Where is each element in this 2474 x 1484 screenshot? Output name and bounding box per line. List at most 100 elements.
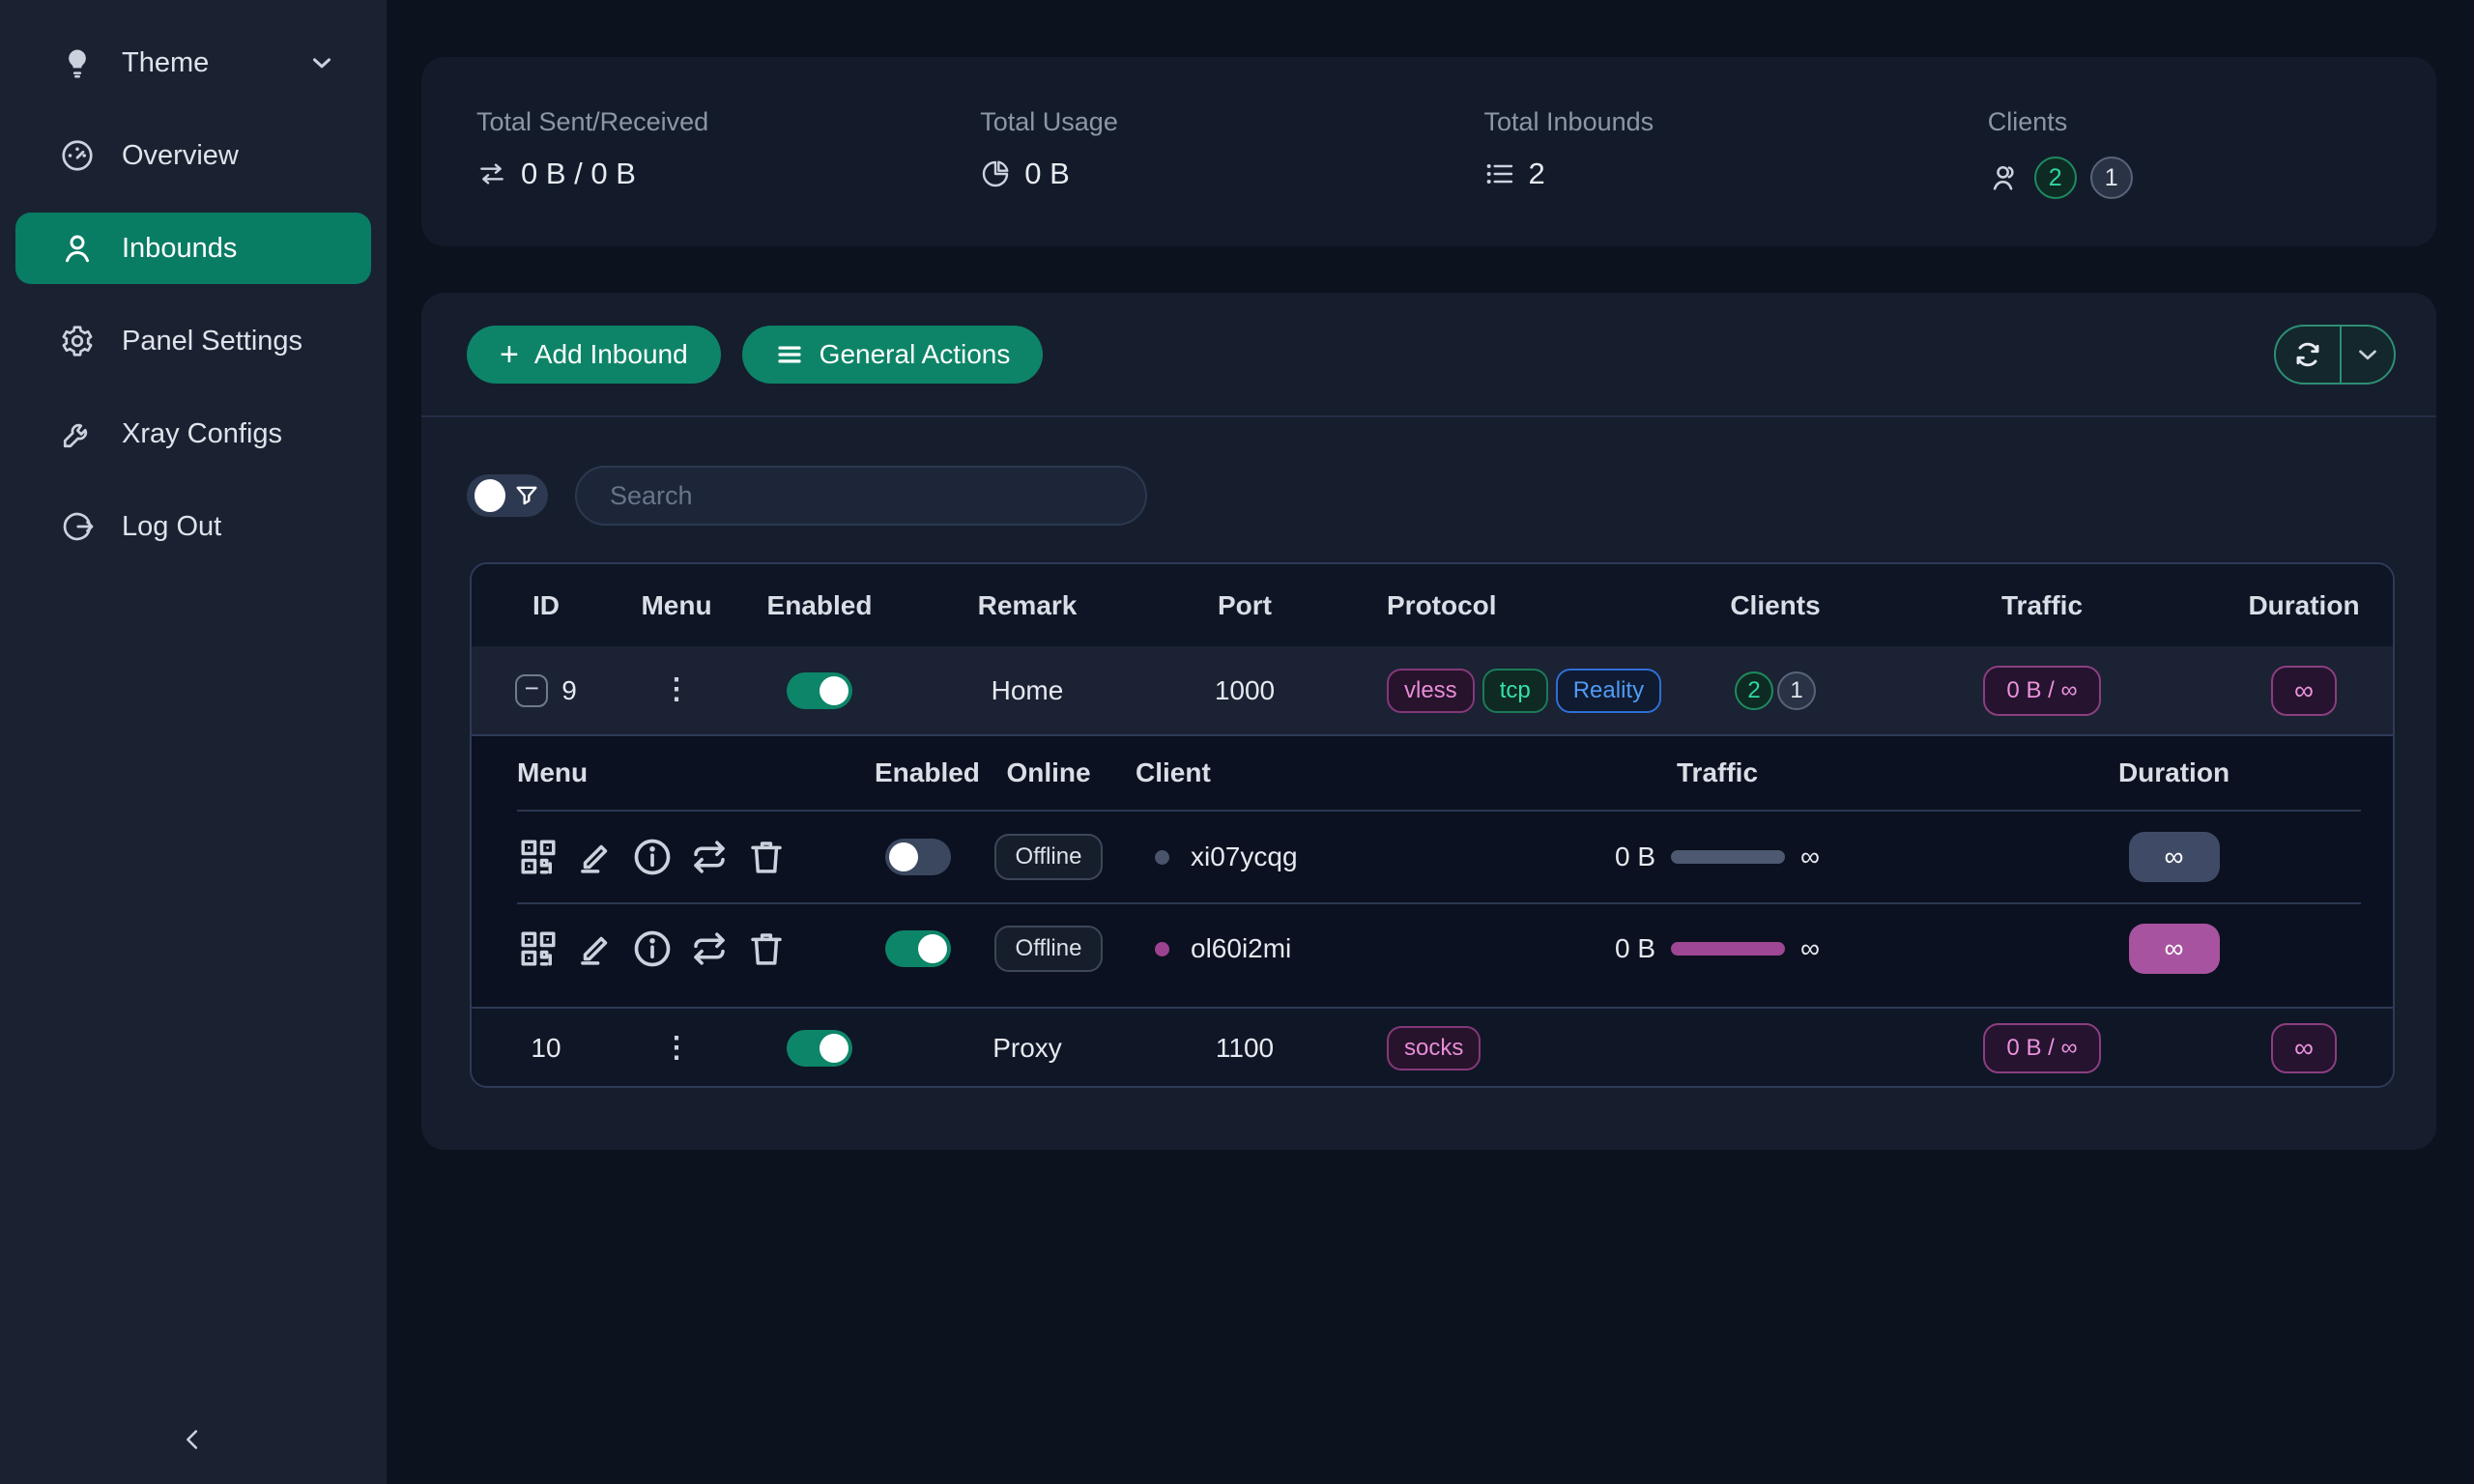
protocol-badge-tcp: tcp [1482,668,1548,713]
refresh-dropdown-button[interactable] [2342,327,2394,383]
sidebar-item-label: Theme [122,46,210,78]
plus-icon: + [500,335,519,373]
logout-icon [58,507,97,546]
stat-clients: Clients 2 1 [1933,107,2436,246]
delete-button[interactable] [745,928,788,970]
col-header-remark: Remark [977,589,1078,620]
client-status-dot [1155,849,1169,865]
protocol-badge-vless: vless [1387,668,1475,713]
qr-code-button[interactable] [517,836,560,878]
protocol-badge-reality: Reality [1555,668,1662,713]
delete-button[interactable] [745,836,788,878]
client-row: Offline xi07ycqg 0 B ∞ ∞ [517,812,2361,902]
collapse-row-button[interactable]: − [515,673,549,707]
list-icon [1486,164,1512,184]
edit-icon[interactable] [574,928,617,970]
qr-code-button[interactable] [517,928,560,970]
col-header-port: Port [1218,589,1272,620]
clients-subtable: Menu Enabled Online Client Traffic Durat… [472,736,2393,1007]
refresh-button[interactable] [2276,326,2342,383]
row-menu-button[interactable]: ⋮ [662,673,691,706]
filter-toggle[interactable] [467,474,548,517]
search-row [421,417,2436,526]
sidebar-item-label: Panel Settings [122,325,303,357]
row-duration-pill: ∞ [2271,1023,2337,1073]
user-icon [58,229,97,268]
sidebar-item-xray-configs[interactable]: Xray Configs [15,398,371,470]
subtable-header: Menu Enabled Online Client Traffic Durat… [517,736,2361,812]
sidebar-item-label: Xray Configs [122,417,283,449]
col-header-duration: Duration [2248,589,2360,620]
client-traffic-used: 0 B [1615,842,1656,871]
info-button[interactable] [631,836,674,878]
table-row: − 9 ⋮ Home 1000 vless tcp Reality 2 1 [472,646,2393,736]
stat-total-usage: Total Usage 0 B [925,107,1428,246]
stat-value: 0 B [1024,157,1070,190]
col-header-traffic: Traffic [2000,589,2084,620]
row-traffic-pill: 0 B / ∞ [1983,665,2101,716]
sidebar-item-log-out[interactable]: Log Out [15,491,371,562]
col-header-menu: Menu [641,589,712,620]
subcol-header-duration: Duration [2117,757,2230,787]
minus-icon: − [524,673,539,702]
stat-value: 2 [1528,157,1545,190]
inbounds-table: ID Menu Enabled Remark Port Protocol Cli… [470,562,2395,1088]
row-id: 10 [531,1033,561,1063]
add-inbound-button[interactable]: + Add Inbound [467,325,721,384]
toggle-knob [820,1034,849,1063]
row-duration-pill: ∞ [2271,665,2337,716]
col-header-enabled: Enabled [766,589,873,620]
client-traffic-limit: ∞ [1800,933,1820,963]
sidebar-collapse-button[interactable] [170,1416,216,1463]
client-traffic-bar [1671,850,1786,864]
stat-label: Clients [1987,107,2068,136]
filter-icon [513,482,540,509]
online-status-badge: Offline [993,834,1104,880]
stat-label: Total Inbounds [1483,107,1654,136]
client-traffic-used: 0 B [1615,933,1656,963]
refresh-icon [2296,342,2319,366]
sidebar-item-theme[interactable]: Theme [15,27,371,99]
chevron-down-icon [2359,350,2376,359]
sidebar-item-label: Log Out [122,510,222,542]
general-actions-button[interactable]: General Actions [741,325,1044,384]
client-enabled-toggle[interactable] [885,839,951,875]
sidebar-item-panel-settings[interactable]: Panel Settings [15,305,371,377]
row-port: 1000 [1214,674,1276,705]
clients-count-badge-green: 2 [2033,157,2077,199]
reset-traffic-button[interactable] [688,928,731,970]
enabled-toggle[interactable] [787,1030,852,1067]
search-input[interactable] [575,466,1147,526]
table-header: ID Menu Enabled Remark Port Protocol Cli… [472,564,2393,646]
sidebar-item-inbounds[interactable]: Inbounds [15,213,371,284]
row-port: 1100 [1215,1033,1275,1063]
gear-icon [58,322,97,360]
info-button[interactable] [631,928,674,970]
toggle-knob [918,934,947,963]
stat-value: 0 B / 0 B [521,157,636,190]
add-inbound-label: Add Inbound [533,338,688,369]
col-header-clients: Clients [1730,589,1821,620]
toolbar: + Add Inbound General Actions [421,293,2436,417]
toggle-knob [889,842,918,871]
client-traffic-bar [1671,942,1786,956]
reset-traffic-button[interactable] [688,836,731,878]
clients-count-badge-gray: 1 [2089,157,2133,199]
sidebar-item-overview[interactable]: Overview [15,120,371,191]
row-remark: Proxy [992,1033,1062,1063]
client-traffic-limit: ∞ [1800,842,1820,871]
main-content: Total Sent/Received 0 B / 0 B Total Usag… [387,0,2474,1484]
menu-lines-icon [778,346,801,362]
client-enabled-toggle[interactable] [885,930,951,967]
pie-chart-icon [983,160,1009,187]
client-duration-pill: ∞ [2128,832,2220,882]
online-status-badge: Offline [993,926,1104,972]
enabled-toggle[interactable] [787,671,852,709]
row-menu-button[interactable]: ⋮ [662,1031,691,1064]
sidebar-item-label: Overview [122,139,239,171]
stat-total-sent-received: Total Sent/Received 0 B / 0 B [421,107,925,246]
gauge-icon [58,136,97,175]
edit-icon[interactable] [574,836,617,878]
subcol-header-traffic: Traffic [1676,757,1759,787]
